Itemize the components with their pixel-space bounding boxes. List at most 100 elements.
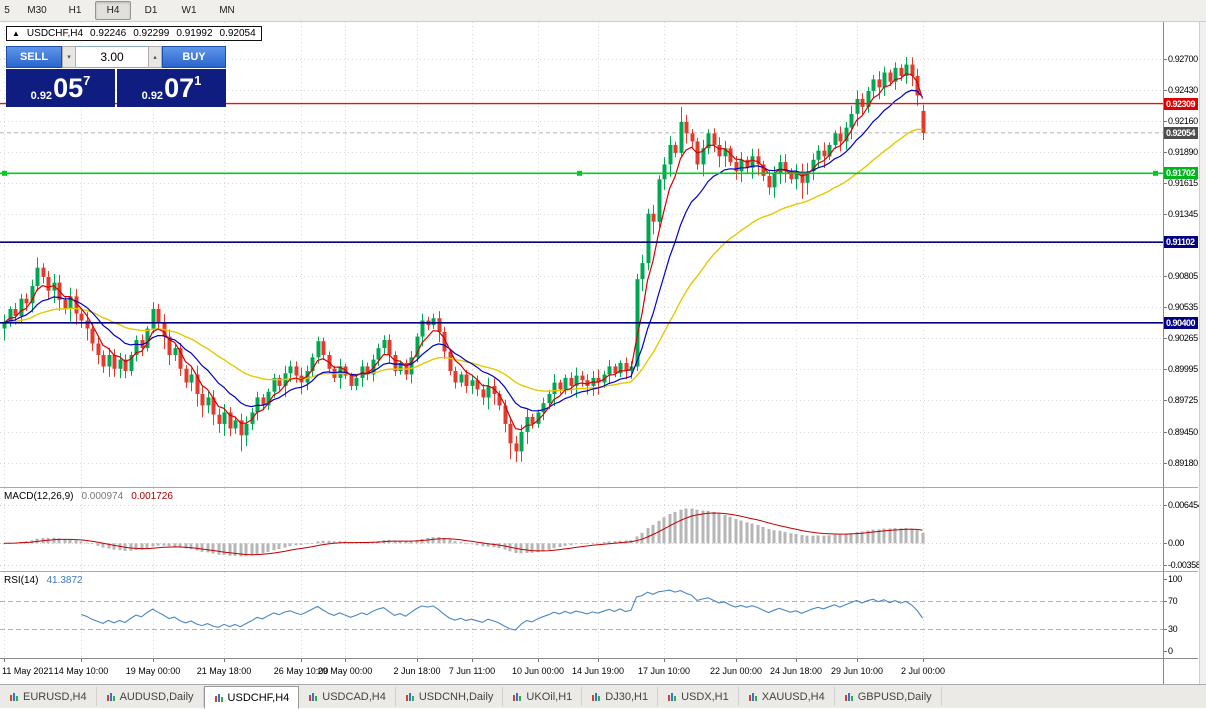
axis-tick-label: -0.00358 [1168,560,1201,570]
axis-tick-mark [1164,400,1167,401]
timeframe-button-h1[interactable]: H1 [68,5,82,16]
time-tick-mark [857,659,858,662]
axis-tick-label: 0.89725 [1168,395,1198,405]
timeframe-toolbar: 5 M30 H1 H4 D1 W1 MN [0,0,1206,22]
time-axis-label: 21 May 18:00 [196,666,252,676]
panel-separator [0,658,1198,659]
chart-icon [214,693,223,702]
sell-price-sup: 7 [83,73,91,88]
timeframe-button-d1[interactable]: D1 [144,5,158,16]
macd-chart[interactable] [0,488,1163,571]
panel-separator[interactable] [0,487,1198,488]
tab-audusd-daily[interactable]: AUDUSD,Daily [97,687,204,706]
timeframe-button-m30[interactable]: M30 [27,5,47,16]
time-axis[interactable]: 11 May 2021 14 May 10:00 19 May 00:00 21 Ma… [0,659,1198,684]
time-tick-mark [796,659,797,662]
rsi-chart[interactable] [0,572,1163,658]
time-axis-label: 14 Jun 19:00 [571,666,625,676]
timeframe-button-h4[interactable]: H4 [95,1,131,20]
time-axis-label: 14 May 10:00 [53,666,109,676]
tab-dj30-h1[interactable]: DJ30,H1 [582,687,659,706]
buy-button[interactable]: BUY [162,46,226,68]
time-tick-mark [417,659,418,662]
macd-panel-plot[interactable] [0,488,1163,571]
ohlc-low: 0.91992 [176,28,213,39]
chart-title: ▲ USDCHF,H4 0.92246 0.92299 0.91992 0.92… [6,26,262,41]
volume-increase-button[interactable]: ▴ [148,46,162,68]
axis-tick-label: 30 [1168,624,1178,634]
axis-tick-label: 0.91345 [1168,209,1198,219]
one-click-trading-panel: SELL ▾ 3.00 ▴ BUY 0.92 05 7 0.92 07 1 [6,46,226,107]
time-axis-label: 29 Jun 10:00 [830,666,884,676]
volume-input[interactable]: 3.00 [76,46,148,68]
tab-usdx-h1[interactable]: USDX,H1 [658,687,739,706]
price-axis-rsi[interactable]: 100 70 30 0 [1164,572,1198,658]
time-axis-label: 22 Jun 00:00 [709,666,763,676]
price-badge: 0.91702 [1164,167,1198,179]
ohlc-open: 0.92246 [90,28,127,39]
tab-label: GBPUSD,Daily [857,690,932,703]
price-badge: 0.92309 [1164,98,1198,110]
axis-tick-label: 0 [1168,646,1173,656]
tab-xauusd-h4[interactable]: XAUUSD,H4 [739,687,835,706]
collapse-icon[interactable]: ▲ [12,29,20,38]
time-tick-mark [664,659,665,662]
time-tick-mark [736,659,737,662]
vertical-scrollbar[interactable] [1199,22,1206,684]
panel-separator[interactable] [0,571,1198,572]
time-tick-mark [224,659,225,662]
sell-price[interactable]: 0.92 05 7 [6,69,115,107]
time-axis-label: 11 May 2021 [2,666,54,676]
buy-price-big: 07 [164,72,195,103]
chart-icon [668,692,677,701]
axis-tick-mark [1164,90,1167,91]
tab-usdchf-h4[interactable]: USDCHF,H4 [203,686,300,709]
ohlc-high: 0.92299 [133,28,170,39]
sell-button[interactable]: SELL [6,46,62,68]
axis-tick-label: 0.89180 [1168,458,1198,468]
axis-tick-mark [1164,307,1167,308]
tab-usdcad-h4[interactable]: USDCAD,H4 [299,687,396,706]
axis-tick-mark [1164,651,1167,652]
price-axis-main[interactable]: 0.92700 0.92430 0.92160 0.91890 0.91615 0.913… [1164,22,1198,487]
chart-icon [513,692,522,701]
chart-tab-bar: EURUSD,H4 AUDUSD,Daily USDCHF,H4 USDCAD,H4 U… [0,684,1206,709]
axis-tick-mark [1164,543,1167,544]
macd-indicator-label: MACD(12,26,9) 0.000974 0.001726 [4,491,173,502]
timeframe-button-mn[interactable]: MN [219,5,235,16]
axis-tick-label: 0.89450 [1168,427,1198,437]
axis-tick-label: 0.90265 [1168,333,1198,343]
tab-label: USDX,H1 [681,690,729,703]
axis-tick-mark [1164,152,1167,153]
symbol-label: USDCHF,H4 [26,28,84,39]
tab-eurusd-h4[interactable]: EURUSD,H4 [0,687,97,706]
time-axis-label: 17 Jun 10:00 [637,666,691,676]
price-axis-macd[interactable]: 0.006454 0.00 -0.00358 [1164,488,1203,571]
candlestick-chart[interactable] [0,22,1163,487]
axis-tick-label: 100 [1168,574,1182,584]
tab-ukoil-h1[interactable]: UKOil,H1 [503,687,583,706]
timeframe-button-w1[interactable]: W1 [181,5,197,16]
timeframe-button-5[interactable]: 5 [4,5,10,16]
volume-decrease-button[interactable]: ▾ [62,46,76,68]
tab-label: USDCAD,H4 [322,690,386,703]
tab-gbpusd-daily[interactable]: GBPUSD,Daily [835,687,942,706]
axis-tick-label: 0.91890 [1168,147,1198,157]
tab-usdcnh-daily[interactable]: USDCNH,Daily [396,687,504,706]
buy-price-sup: 1 [194,73,202,88]
tab-label: EURUSD,H4 [23,690,87,703]
axis-tick-label: 70 [1168,596,1178,606]
chart-icon [748,692,757,701]
tab-label: XAUUSD,H4 [761,690,825,703]
rsi-value: 41.3872 [46,575,83,586]
macd-signal-value: 0.001726 [131,491,173,502]
axis-tick-label: 0.92430 [1168,85,1198,95]
tab-label: USDCNH,Daily [418,690,494,703]
chart-icon [405,692,414,701]
axis-tick-label: 0.91615 [1168,178,1198,188]
rsi-panel-plot[interactable] [0,572,1163,658]
time-axis-label: 10 Jun 00:00 [511,666,565,676]
main-chart-plot[interactable] [0,22,1163,487]
buy-price[interactable]: 0.92 07 1 [117,69,226,107]
axis-tick-label: 0.006454 [1168,500,1203,510]
